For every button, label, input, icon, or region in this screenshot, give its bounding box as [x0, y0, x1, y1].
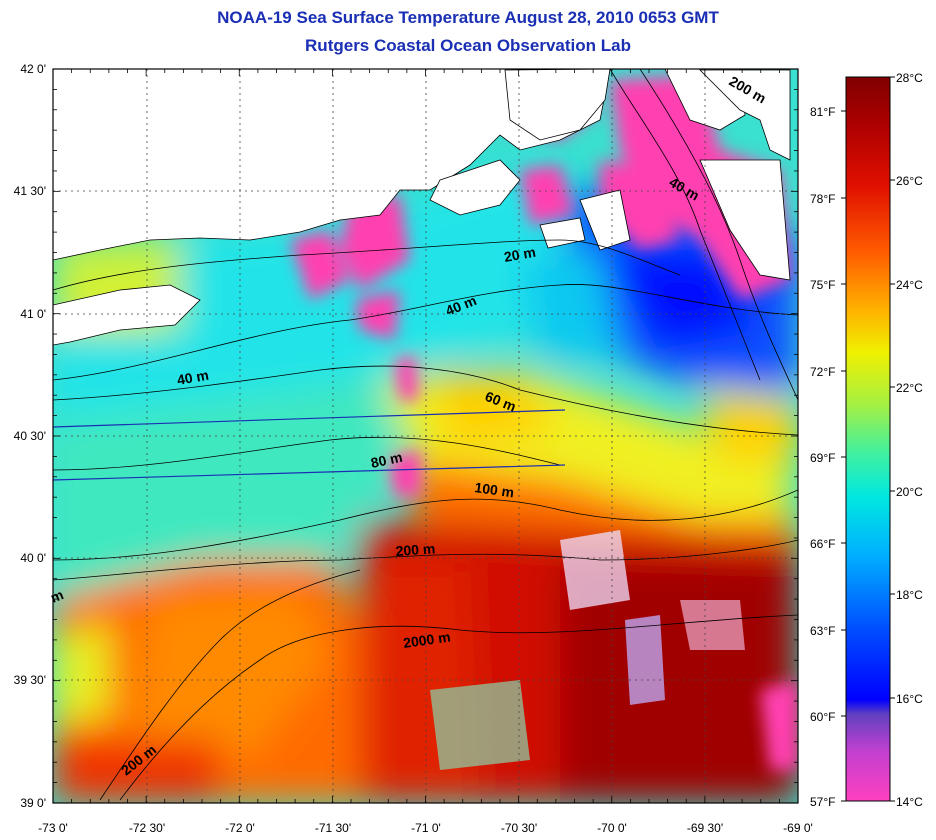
fahrenheit-label: 63°F	[810, 624, 835, 638]
bathymetry-contours	[53, 69, 798, 801]
fahrenheit-label: 81°F	[810, 105, 835, 119]
celsius-label: 16°C	[896, 692, 923, 706]
longitude-labels: -73 0' -72 30' -72 0' -71 30' -71 0' -70…	[38, 821, 813, 835]
contour-label-20m: 20 m	[503, 244, 537, 265]
fahrenheit-label: 66°F	[810, 537, 835, 551]
lat-label: 42 0'	[20, 62, 46, 76]
contour-label-100m: 100 m	[474, 479, 516, 500]
colorbar-ticks	[841, 76, 895, 802]
lat-label: 39 0'	[20, 796, 46, 810]
celsius-label: 18°C	[896, 588, 923, 602]
fahrenheit-label: 75°F	[810, 278, 835, 292]
lat-label: 39 30'	[14, 673, 46, 687]
fahrenheit-label: 78°F	[810, 192, 835, 206]
temperature-colorbar: 28°C 26°C 24°C 22°C 20°C 18°C 16°C 14°C …	[810, 71, 923, 809]
celsius-label: 22°C	[896, 381, 923, 395]
axis-minor-ticks	[52, 68, 799, 804]
fahrenheit-label: 60°F	[810, 710, 835, 724]
lon-label: -69 0'	[783, 821, 813, 835]
contour-label-2000m: 2000 m	[402, 629, 451, 651]
lat-label: 40 0'	[20, 551, 46, 565]
lon-label: -70 30'	[501, 821, 537, 835]
contour-label-200m: 200 m	[395, 540, 436, 559]
map-subtitle: Rutgers Coastal Ocean Observation Lab	[305, 36, 631, 55]
celsius-label: 14°C	[896, 795, 923, 809]
graticule	[53, 69, 798, 803]
lon-label: -73 0'	[38, 821, 68, 835]
lat-label: 40 30'	[14, 429, 46, 443]
latitude-labels: 42 0' 41 30' 41 0' 40 30' 40 0' 39 30' 3…	[14, 62, 46, 810]
lon-label: -72 0'	[225, 821, 255, 835]
lon-label: -72 30'	[129, 821, 165, 835]
fahrenheit-label: 69°F	[810, 451, 835, 465]
contour-label-m-edge: m	[48, 586, 66, 605]
celsius-label: 24°C	[896, 278, 923, 292]
celsius-label: 26°C	[896, 174, 923, 188]
celsius-label: 20°C	[896, 485, 923, 499]
contour-label-80m: 80 m	[369, 449, 404, 471]
lon-label: -71 30'	[315, 821, 351, 835]
contour-label-40m-west: 40 m	[176, 367, 210, 388]
survey-lines	[52, 409, 566, 481]
lon-label: -70 0'	[597, 821, 627, 835]
fahrenheit-label: 57°F	[810, 795, 835, 809]
lon-label: -69 30'	[687, 821, 723, 835]
lat-label: 41 0'	[20, 307, 46, 321]
lon-label: -71 0'	[411, 821, 441, 835]
lat-label: 41 30'	[14, 184, 46, 198]
colorbar-gradient	[845, 76, 891, 802]
fahrenheit-label: 72°F	[810, 365, 835, 379]
celsius-label: 28°C	[896, 71, 923, 85]
map-title: NOAA-19 Sea Surface Temperature August 2…	[217, 8, 719, 27]
